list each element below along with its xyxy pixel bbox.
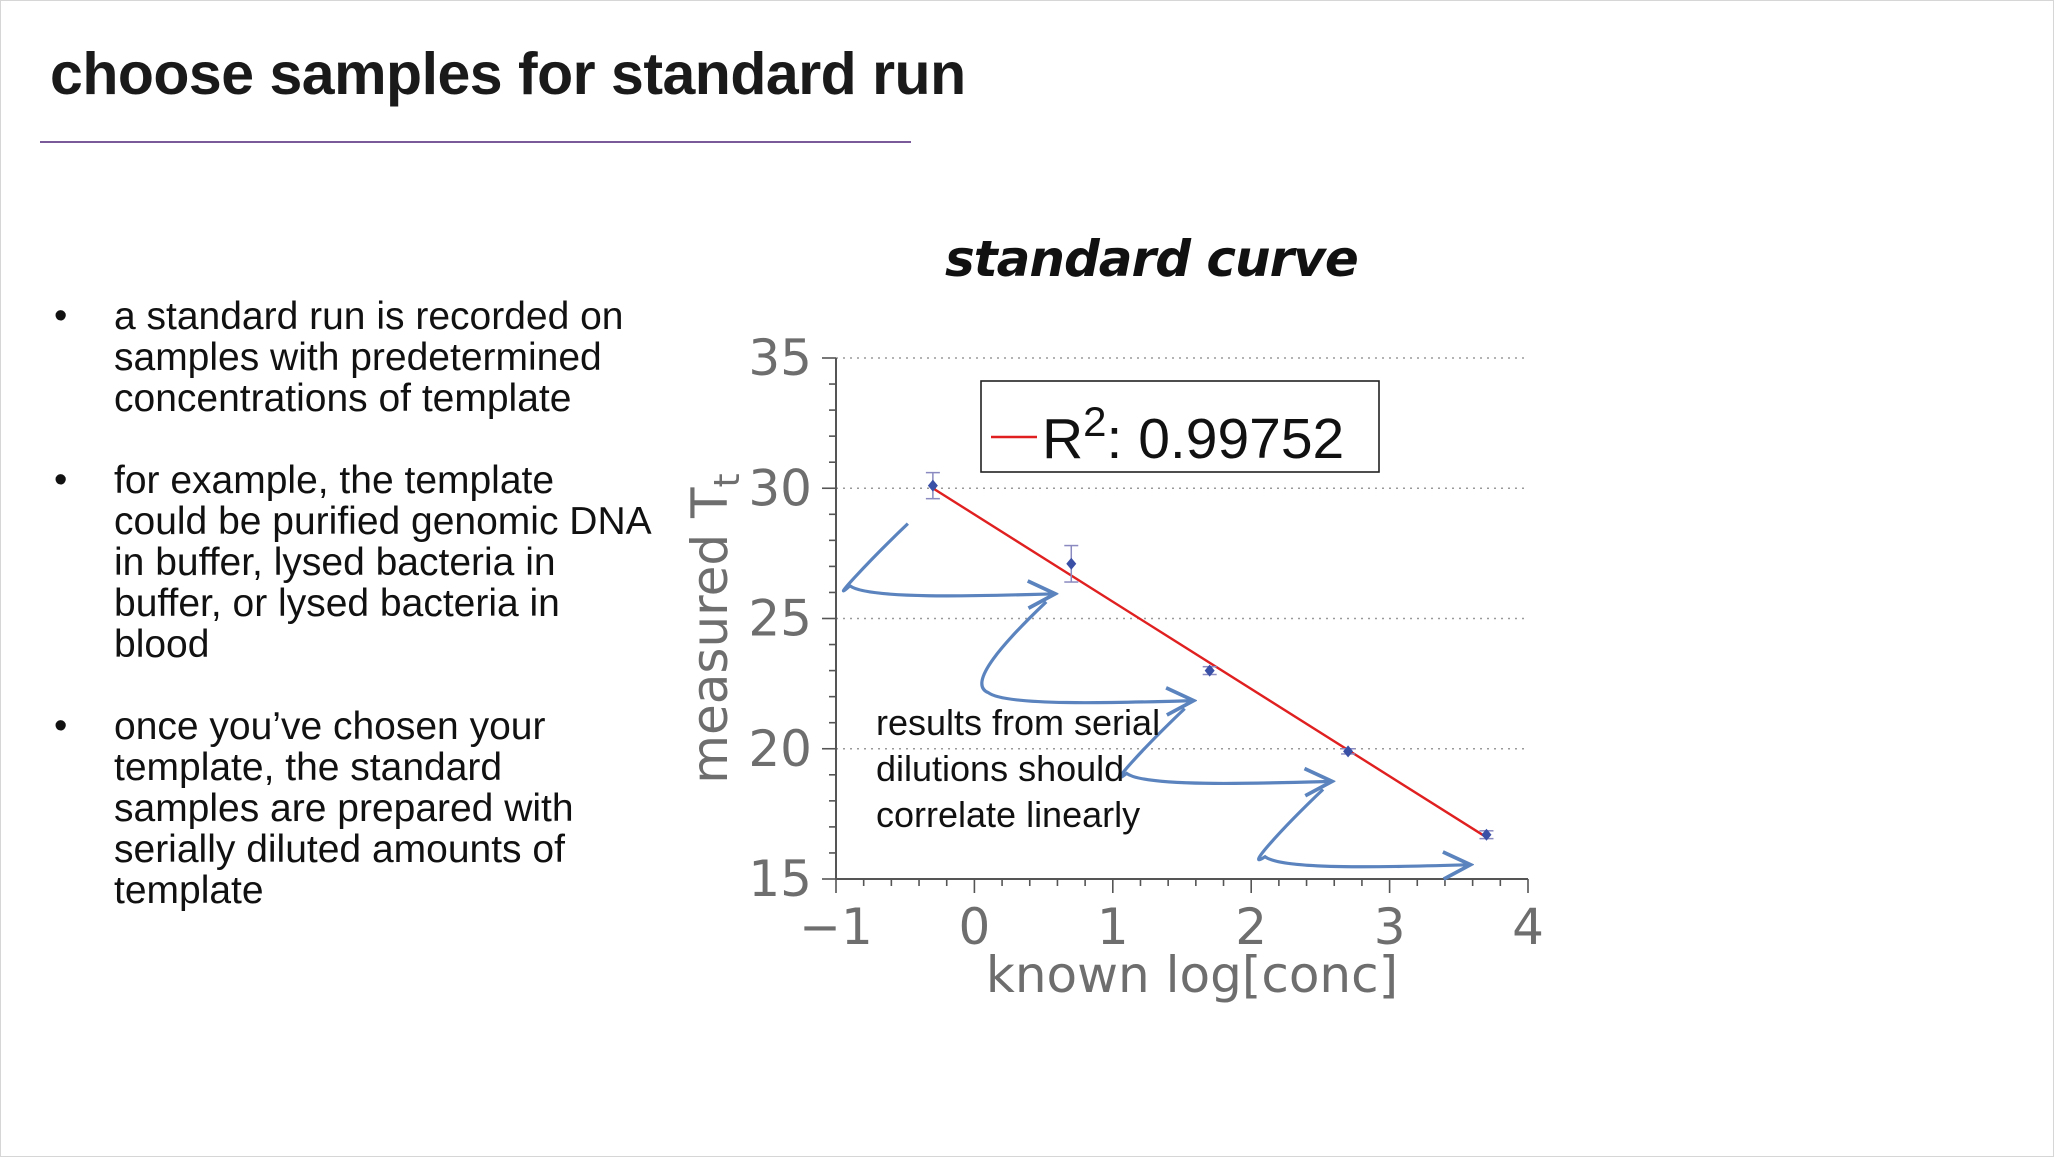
x-tick-label: 1 [1097,898,1129,956]
x-tick-label: 4 [1512,898,1544,956]
x-tick-label: −1 [799,898,873,956]
x-axis-label: known log[conc] [986,946,1398,1004]
point-marker [1066,557,1077,570]
x-tick-label: 0 [958,898,990,956]
y-tick-label: 25 [748,590,812,648]
x-tick-label: 3 [1374,898,1406,956]
fit-line-layer [932,487,1488,839]
dilution-arrows [841,522,1471,867]
legend-superscript: 2 [1083,398,1106,445]
y-tick-label: 30 [748,459,812,517]
dilution-arrow [1257,788,1471,866]
legend-label: R2: 0.99752 [1042,398,1344,471]
data-point [1202,664,1217,677]
chart-title: standard curve [945,230,1359,288]
dilution-arrow [841,522,1055,596]
point-marker [1343,745,1354,758]
legend-r: R [1042,407,1083,471]
data-point [1064,544,1079,583]
y-tick-label: 20 [748,720,812,778]
data-point [1479,828,1494,841]
data-point [925,471,940,500]
legend-box [980,380,1380,473]
dilution-arrow [1118,707,1332,784]
x-tick-label: 2 [1235,898,1267,956]
point-marker [927,479,938,492]
fit-line [932,487,1488,839]
bullet-text: once you’ve chosen your template, the st… [114,705,574,912]
axis-labels: known log[conc] measured Tt [681,473,1398,1004]
data-points [925,471,1494,841]
bullet-marker: • [54,705,68,747]
bullet-marker: • [54,459,68,501]
bullet-list: • a standard run is recorded on samples … [52,296,652,952]
y-tick-label: 35 [748,329,812,387]
bullet-item: • for example, the template could be pur… [52,459,652,666]
annotation-text: results from serial dilutions should cor… [876,702,1161,835]
bullet-text: a standard run is recorded on samples wi… [114,295,624,420]
title-underline [40,141,911,143]
bullet-marker: • [54,295,68,337]
y-axis-label-subscript: t [707,473,748,487]
y-tick-label: 15 [748,850,812,908]
legend-value: : 0.99752 [1107,407,1345,471]
bullet-item: • a standard run is recorded on samples … [52,295,652,420]
legend: R2: 0.99752 [980,380,1380,473]
dilution-arrow [980,600,1194,703]
slide-title: choose samples for standard run [50,41,966,107]
bullet-item: • once you’ve chosen your template, the … [52,705,652,912]
point-marker [1204,664,1215,677]
y-axis-label-main: measured T [681,487,739,784]
y-axis-label: measured Tt [681,473,748,783]
data-point [1341,745,1356,758]
axes: 15 20 25 30 35 −1 0 1 2 3 4 [748,329,1544,956]
bullet-text: for example, the template could be purif… [114,459,650,666]
point-marker [1481,828,1492,841]
